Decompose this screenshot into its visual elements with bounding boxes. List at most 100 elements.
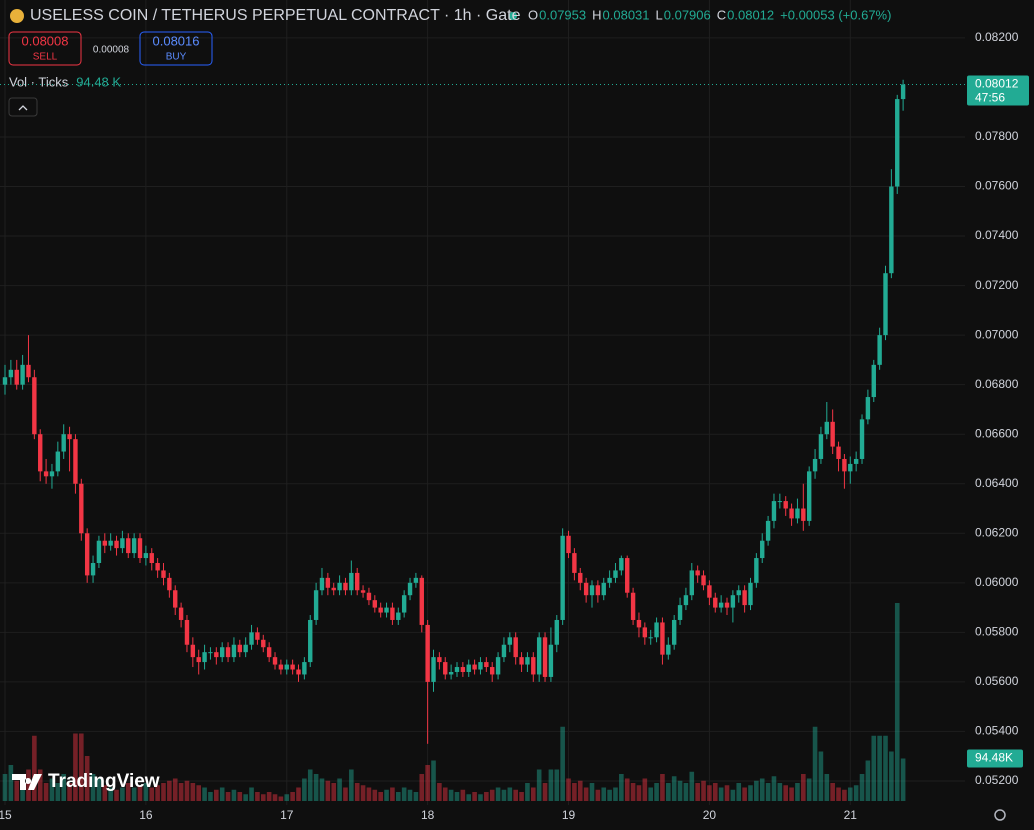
- candle-body: [460, 667, 466, 672]
- candle-body: [877, 335, 882, 365]
- buy-label: BUY: [166, 52, 187, 63]
- y-tick-label: 0.07000: [975, 327, 1019, 341]
- volume-bar: [853, 785, 859, 801]
- candle-body: [548, 644, 554, 677]
- candle-body: [666, 644, 671, 655]
- candle-body: [777, 501, 783, 503]
- volume-tag-label: 94.48K: [975, 751, 1013, 765]
- sell-button[interactable]: [8, 31, 82, 66]
- volume-bar: [859, 774, 865, 801]
- volume-bar: [894, 603, 900, 801]
- volume-bar: [519, 792, 524, 801]
- x-tick-label: 19: [562, 808, 576, 822]
- volume-bar: [26, 769, 31, 801]
- candle-body: [108, 540, 113, 546]
- volume-bar: [214, 789, 219, 801]
- volume-bar: [660, 774, 665, 801]
- candle-body: [302, 662, 307, 675]
- volume-bar: [730, 789, 736, 801]
- candle-body: [278, 664, 284, 670]
- candle-body: [184, 619, 190, 645]
- volume-bar: [143, 783, 149, 801]
- candle-body: [2, 377, 8, 385]
- y-tick-label: 0.05600: [975, 674, 1019, 688]
- volume-bar: [842, 789, 847, 801]
- candle-body: [830, 421, 835, 447]
- volume-bar: [748, 785, 753, 801]
- volume-bar: [712, 783, 718, 801]
- volume-bar: [196, 785, 202, 801]
- volume-bar: [360, 785, 366, 801]
- volume-bar: [801, 774, 806, 801]
- volume-bar: [296, 787, 301, 801]
- candle-body: [401, 595, 407, 613]
- volume-bar: [425, 765, 430, 801]
- y-tick-label: 0.06600: [975, 426, 1019, 440]
- volume-bar: [49, 778, 55, 801]
- candle-body: [143, 553, 149, 559]
- volume-bar: [513, 789, 518, 801]
- y-tick-label: 0.06800: [975, 377, 1019, 391]
- candle-body: [525, 657, 530, 665]
- volume-bar: [883, 735, 888, 801]
- volume-bar: [877, 735, 882, 801]
- volume-bar: [742, 787, 747, 801]
- volume-bar: [448, 789, 454, 801]
- candle-body: [73, 439, 78, 484]
- y-tick-label: 0.06400: [975, 476, 1019, 490]
- candle-body: [319, 577, 325, 591]
- volume-bar: [648, 787, 653, 801]
- candle-body: [448, 671, 454, 675]
- volume-bar: [260, 794, 266, 801]
- volume-bar: [43, 783, 49, 801]
- volume-bar: [401, 787, 407, 801]
- volume-bar: [566, 778, 571, 801]
- volume-bar: [613, 787, 618, 801]
- volume-bar: [249, 787, 254, 801]
- candle-body: [513, 637, 518, 658]
- volume-bar: [325, 780, 331, 801]
- candle-body: [231, 644, 237, 658]
- volume-bar: [783, 785, 789, 801]
- countdown: 47:56: [975, 91, 1005, 105]
- volume-bar: [413, 792, 419, 801]
- volume-bar: [442, 787, 448, 801]
- candle-body: [501, 644, 507, 658]
- volume-bar: [607, 789, 612, 801]
- candle-body: [8, 369, 14, 378]
- volume-bar: [795, 783, 800, 801]
- candle-body: [84, 533, 90, 576]
- candle-body: [355, 572, 360, 591]
- settings-icon[interactable]: [994, 809, 1006, 821]
- volume-bar: [378, 792, 383, 801]
- candle-body: [14, 369, 19, 385]
- candle-body: [208, 652, 213, 654]
- volume-bar: [759, 778, 765, 801]
- x-tick-label: 18: [421, 808, 435, 822]
- candle-body: [736, 590, 741, 596]
- volume-bar: [718, 787, 724, 801]
- candle-body: [325, 577, 331, 588]
- candle-body: [454, 667, 460, 672]
- candle-body: [425, 624, 430, 682]
- candle-body: [789, 508, 794, 519]
- candle-body: [284, 664, 289, 670]
- volume-bar: [255, 792, 260, 801]
- collapse-icon: [18, 105, 28, 111]
- volume-bar: [354, 783, 360, 801]
- candle-body: [783, 501, 788, 509]
- volume-bar: [349, 769, 354, 801]
- candle-body: [566, 535, 571, 554]
- buy-button[interactable]: [139, 31, 213, 66]
- collapse-button[interactable]: [8, 97, 38, 117]
- candle-body: [578, 572, 583, 583]
- volume-bar: [266, 792, 272, 801]
- volume-bar: [595, 789, 601, 801]
- volume-bar: [84, 756, 90, 801]
- candle-body: [90, 563, 96, 576]
- legend-text: C: [717, 7, 726, 22]
- legend-text: L: [656, 7, 663, 22]
- volume-bar: [407, 789, 413, 801]
- volume-bar: [847, 787, 853, 801]
